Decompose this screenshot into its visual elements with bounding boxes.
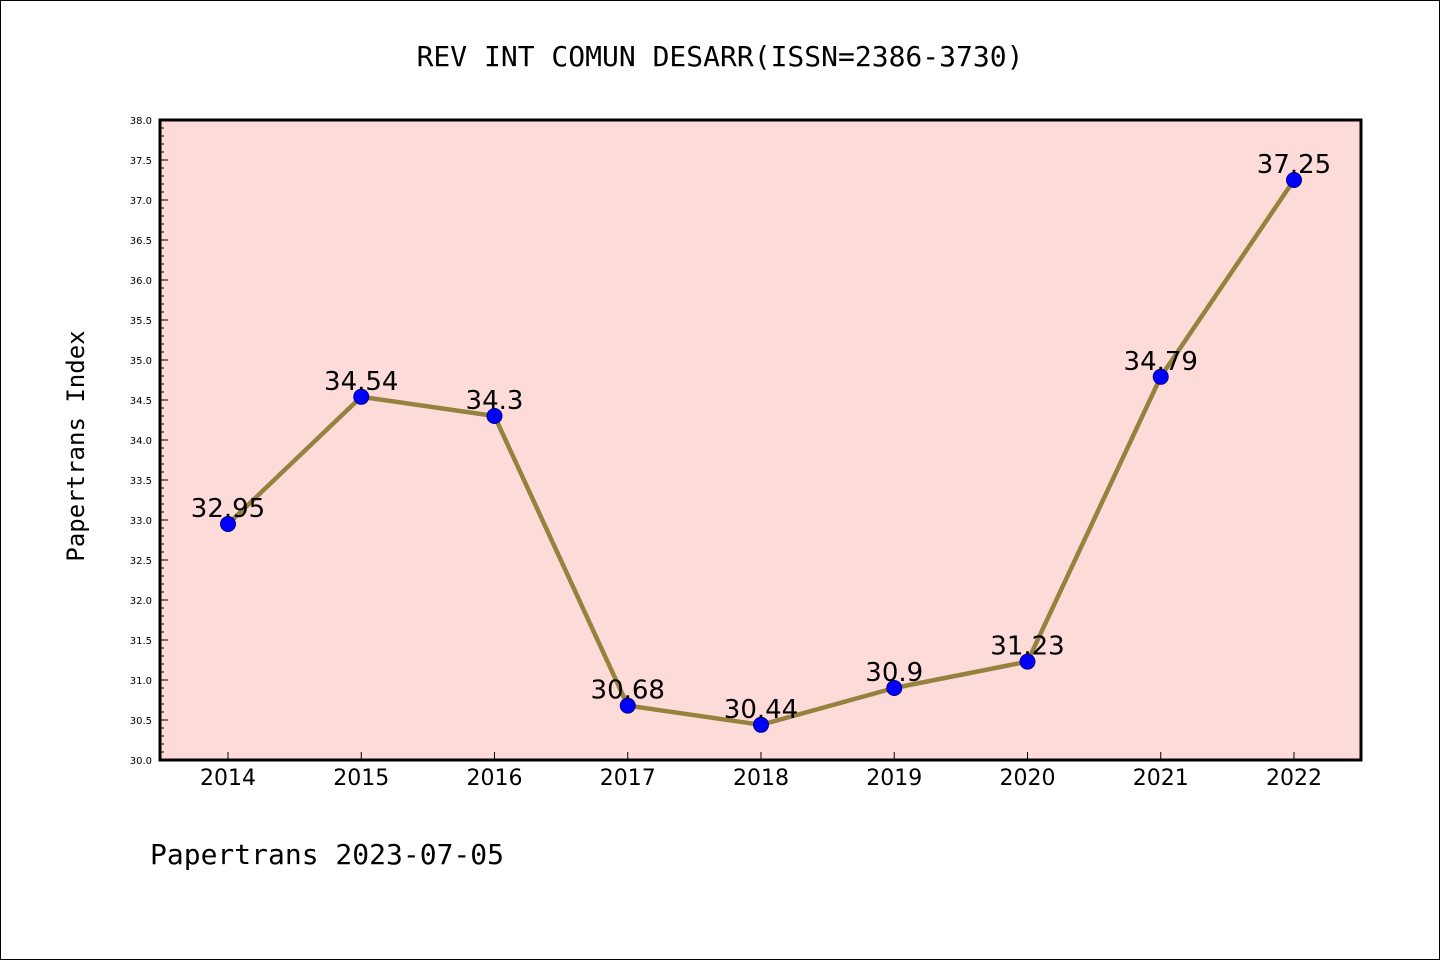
- x-tick-label: 2018: [733, 766, 789, 791]
- y-tick-label: 36.5: [130, 236, 152, 247]
- x-tick-label: 2014: [200, 766, 256, 791]
- x-tick-label: 2016: [467, 766, 523, 791]
- data-point-marker: [619, 697, 636, 714]
- data-point-marker: [753, 716, 769, 733]
- data-point-label: 30.9: [865, 658, 923, 688]
- y-tick-label: 31.5: [130, 636, 152, 647]
- y-axis-ticks: 30.0 30.5 31.0 31.5 32.0 32.5 33.0 33.5 34.0 34.5…: [130, 116, 168, 767]
- data-point-label: 30.44: [724, 695, 798, 725]
- y-tick-label: 38.0: [130, 116, 152, 127]
- y-tick-label: 37.0: [130, 196, 152, 207]
- data-point-label: 37.25: [1257, 150, 1331, 180]
- y-tick-label: 33.0: [130, 516, 152, 527]
- plot-border: [158, 118, 1363, 762]
- y-axis-label: Papertrans Index: [62, 330, 90, 561]
- x-tick-label: 2015: [333, 766, 389, 791]
- data-point-label: 32.95: [191, 494, 265, 524]
- x-tick-label: 2022: [1266, 766, 1322, 791]
- y-tick-label: 36.0: [130, 276, 152, 287]
- y-tick-label: 32.0: [130, 596, 152, 607]
- data-point-label: 34.54: [324, 367, 398, 397]
- y-tick-label: 30.5: [130, 716, 152, 727]
- footer-text: Papertrans 2023-07-05: [150, 838, 504, 871]
- plot-area: [160, 120, 1361, 760]
- data-point-label: 34.3: [466, 386, 524, 416]
- x-tick-label: 2020: [1000, 766, 1056, 791]
- data-point-label: 31.23: [990, 632, 1064, 662]
- data-point-marker: [353, 388, 370, 405]
- data-point-label: 30.68: [591, 676, 665, 706]
- data-point-marker: [1152, 368, 1169, 385]
- y-tick-label: 34.0: [130, 436, 152, 447]
- data-labels: 32.95 34.54 34.3 30.68 30.44 30.9 31.23 34.79 37…: [191, 150, 1331, 725]
- data-point-marker: [1286, 172, 1302, 188]
- y-tick-label: 30.0: [130, 756, 152, 767]
- x-tick-label: 2019: [866, 766, 922, 791]
- y-tick-label: 35.5: [130, 316, 152, 327]
- x-tick-label: 2021: [1133, 766, 1189, 791]
- data-point-label: 34.79: [1124, 347, 1198, 377]
- y-tick-label: 35.0: [130, 356, 152, 367]
- x-axis-ticks: 2014 2015 2016 2017 2018 2019 2020 2021 2022: [200, 752, 1322, 791]
- y-tick-label: 31.0: [130, 676, 152, 687]
- data-point-marker: [1019, 653, 1036, 670]
- data-points: [220, 172, 1302, 733]
- y-tick-label: 32.5: [130, 556, 152, 567]
- data-point-marker: [886, 680, 903, 696]
- data-point-marker: [220, 516, 236, 532]
- y-tick-label: 37.5: [130, 156, 152, 167]
- y-tick-label: 33.5: [130, 476, 152, 487]
- chart-title: REV INT COMUN DESARR(ISSN=2386-3730): [417, 40, 1024, 73]
- data-point-marker: [486, 408, 503, 424]
- y-tick-label: 34.5: [130, 396, 152, 407]
- x-tick-label: 2017: [600, 766, 656, 791]
